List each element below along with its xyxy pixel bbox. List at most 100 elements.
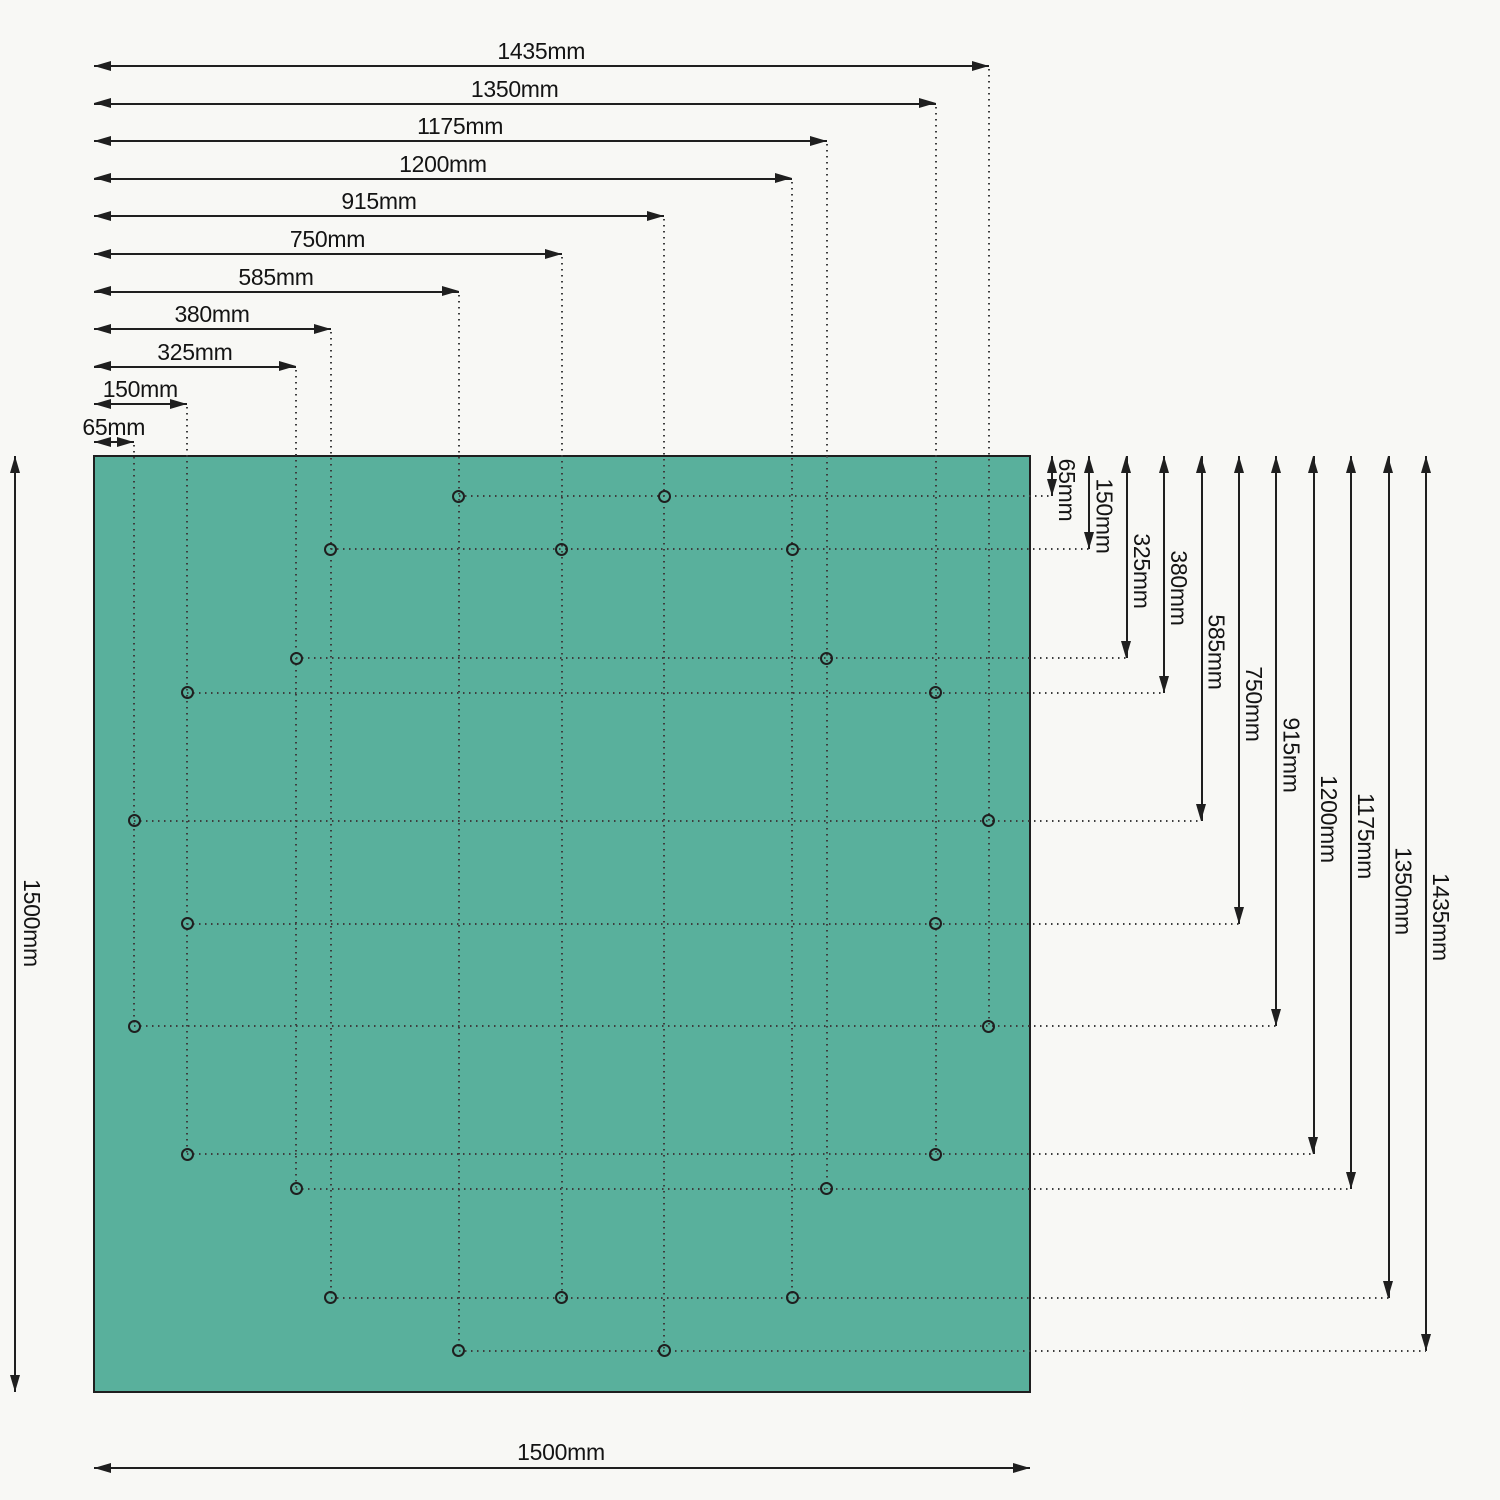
row-leader-dotted-380mm xyxy=(187,691,1165,694)
right-dimension-1175mm-line xyxy=(1350,455,1353,1189)
top-dimension-label-1350mm: 1350mm xyxy=(470,75,559,102)
top-dimension-750mm-arrowhead-right xyxy=(544,248,562,259)
hole-marker xyxy=(180,917,194,930)
hole-marker xyxy=(555,542,568,556)
hole-marker xyxy=(452,1344,466,1358)
hole-marker xyxy=(180,1147,194,1161)
top-dimension-65mm-line xyxy=(93,441,135,443)
column-leader-dotted-915mm xyxy=(663,219,666,1351)
top-dimension-380mm-line xyxy=(93,328,331,331)
row-leader-dotted-1350mm xyxy=(330,1296,1389,1299)
hole-marker xyxy=(324,1291,338,1305)
top-dimension-1435mm-line xyxy=(93,65,989,67)
row-leader-dotted-65mm xyxy=(458,495,1052,498)
right-dimension-150mm-arrowhead-top xyxy=(1083,455,1094,473)
left-overall-dimension-arrowhead-top xyxy=(9,455,20,473)
hole-marker xyxy=(820,1182,834,1196)
top-dimension-label-915mm: 915mm xyxy=(341,188,417,215)
top-dimension-1175mm-arrowhead-right xyxy=(809,135,827,146)
top-dimension-1435mm-arrowhead-left xyxy=(93,60,111,71)
top-dimension-label-585mm: 585mm xyxy=(238,263,314,290)
top-dimension-label-1175mm: 1175mm xyxy=(417,113,504,140)
hole-marker xyxy=(929,917,943,930)
left-overall-dimension-line xyxy=(14,455,16,1392)
right-dimension-1435mm-arrowhead-top xyxy=(1420,455,1431,473)
right-dimension-1435mm-arrowhead-bottom xyxy=(1420,1333,1431,1351)
top-dimension-label-1200mm: 1200mm xyxy=(399,150,487,177)
right-dimension-label-1200mm: 1200mm xyxy=(1315,775,1342,863)
hole-marker xyxy=(785,542,799,556)
row-leader-dotted-150mm xyxy=(330,548,1090,551)
top-dimension-65mm-arrowhead-right xyxy=(117,436,135,447)
top-dimension-1350mm-arrowhead-left xyxy=(93,98,111,109)
top-dimension-150mm-arrowhead-left xyxy=(93,398,111,409)
right-dimension-915mm-arrowhead-top xyxy=(1270,455,1281,473)
top-dimension-1175mm-line xyxy=(93,140,827,143)
top-dimension-65mm-arrowhead-left xyxy=(93,436,111,447)
top-dimension-585mm-arrowhead-right xyxy=(441,286,459,297)
right-dimension-label-585mm: 585mm xyxy=(1203,614,1230,690)
right-dimension-1175mm-arrowhead-bottom xyxy=(1345,1171,1356,1189)
right-dimension-label-1435mm: 1435mm xyxy=(1428,873,1454,962)
top-dimension-750mm-line xyxy=(93,253,562,255)
hole-marker xyxy=(127,1019,141,1033)
right-dimension-325mm-arrowhead-bottom xyxy=(1121,641,1132,659)
row-leader-dotted-585mm xyxy=(134,819,1202,822)
hole-marker xyxy=(929,1147,943,1161)
bottom-overall-dimension-arrowhead-left xyxy=(93,1462,111,1473)
hole-marker xyxy=(982,814,996,828)
column-leader-dotted-325mm xyxy=(295,369,298,1189)
top-dimension-915mm-arrowhead-right xyxy=(647,210,665,221)
right-dimension-1200mm-arrowhead-bottom xyxy=(1308,1137,1319,1155)
left-overall-dimension-label: 1500mm xyxy=(19,879,45,967)
top-dimension-1175mm-arrowhead-left xyxy=(93,135,111,146)
top-dimension-750mm-arrowhead-left xyxy=(93,248,111,259)
hole-marker xyxy=(324,542,338,556)
top-dimension-915mm-arrowhead-left xyxy=(93,210,111,221)
hole-marker xyxy=(929,686,943,700)
right-dimension-1350mm-arrowhead-top xyxy=(1383,455,1394,473)
right-dimension-915mm-line xyxy=(1275,455,1278,1027)
left-overall-dimension-arrowhead-bottom xyxy=(9,1374,20,1392)
right-dimension-750mm-line xyxy=(1238,455,1240,924)
top-dimension-915mm-line xyxy=(93,215,665,218)
top-dimension-label-65mm: 65mm xyxy=(82,414,146,440)
column-leader-dotted-585mm xyxy=(457,294,460,1351)
column-leader-dotted-150mm xyxy=(186,407,189,1155)
right-dimension-1435mm-line xyxy=(1425,455,1427,1351)
top-dimension-1350mm-arrowhead-right xyxy=(918,98,936,109)
column-leader-dotted-1350mm xyxy=(934,106,937,1155)
column-leader-dotted-1435mm xyxy=(987,69,990,1027)
row-leader-dotted-1435mm xyxy=(458,1349,1426,1352)
hole-marker xyxy=(452,489,466,503)
top-dimension-585mm-arrowhead-left xyxy=(93,286,111,297)
bottom-overall-dimension-line xyxy=(93,1467,1030,1469)
right-dimension-380mm-arrowhead-top xyxy=(1158,455,1169,473)
hole-marker xyxy=(555,1291,568,1305)
top-dimension-150mm-line xyxy=(93,403,188,406)
right-dimension-585mm-line xyxy=(1200,455,1203,821)
top-dimension-150mm-arrowhead-right xyxy=(170,398,188,409)
right-dimension-label-325mm: 325mm xyxy=(1128,533,1155,609)
right-dimension-label-380mm: 380mm xyxy=(1166,550,1193,626)
hole-marker xyxy=(820,651,834,665)
top-dimension-585mm-line xyxy=(93,290,459,293)
column-leader-dotted-380mm xyxy=(329,332,332,1298)
top-dimension-1350mm-line xyxy=(93,102,936,105)
right-dimension-150mm-arrowhead-bottom xyxy=(1083,532,1094,550)
top-dimension-label-150mm: 150mm xyxy=(102,376,179,403)
column-leader-dotted-1175mm xyxy=(825,144,828,1189)
top-dimension-label-325mm: 325mm xyxy=(157,338,233,365)
column-leader-dotted-750mm xyxy=(560,257,563,1298)
right-dimension-65mm-arrowhead-top xyxy=(1046,455,1057,473)
right-dimension-585mm-arrowhead-bottom xyxy=(1196,803,1207,821)
right-dimension-150mm-line xyxy=(1088,455,1091,550)
bottom-overall-dimension-arrowhead-right xyxy=(1012,1462,1030,1473)
top-dimension-label-1435mm: 1435mm xyxy=(497,38,586,64)
hole-marker xyxy=(657,1344,671,1358)
hole-marker xyxy=(289,651,303,665)
right-dimension-label-1175mm: 1175mm xyxy=(1353,793,1380,880)
top-dimension-label-380mm: 380mm xyxy=(174,301,250,328)
right-dimension-380mm-line xyxy=(1163,455,1166,693)
right-dimension-1200mm-line xyxy=(1312,455,1315,1155)
